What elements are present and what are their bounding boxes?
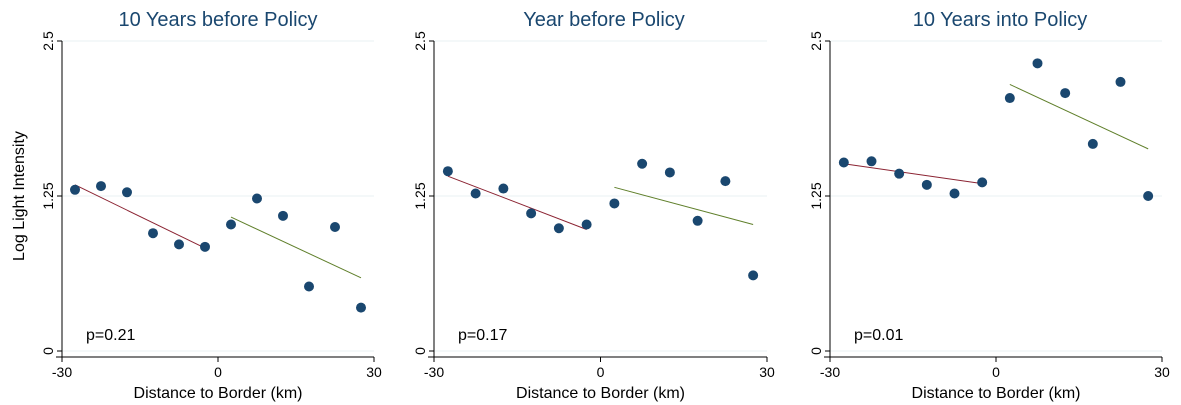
x-tick-label: 30: [1154, 364, 1170, 380]
data-point: [977, 177, 988, 188]
data-point: [442, 166, 453, 177]
data-point: [498, 183, 509, 194]
x-tick-label: 0: [597, 364, 605, 380]
data-point: [96, 181, 106, 192]
fit-line-left: [74, 184, 206, 249]
chart-title: 10 Years into Policy: [913, 9, 1088, 31]
x-tick-label: -30: [52, 364, 72, 380]
y-tick-label: 2.5: [808, 31, 824, 51]
data-point: [1032, 58, 1043, 69]
x-tick-label: 0: [992, 364, 1000, 380]
data-point: [226, 219, 236, 230]
data-point: [720, 176, 731, 187]
x-axis-label: Distance to Border (km): [912, 385, 1081, 402]
chart-panel-2: 0 1.25 2.5 -30 0 30 Year before Policy Distance…: [412, 9, 775, 402]
y-tick-label: 0: [40, 347, 56, 355]
chart-panel-3: 0 1.25 2.5 -30 0 30 10 Years into Policy Distan…: [808, 9, 1170, 402]
data-point: [692, 215, 703, 226]
data-point: [748, 270, 759, 281]
data-point: [526, 208, 537, 219]
x-tick-label: 0: [214, 364, 222, 380]
data-point: [470, 188, 481, 199]
chart-panel-1: 0 1.25 2.5 -30 0 30 10 Years before Policy Dist…: [11, 9, 382, 402]
y-tick-label: 2.5: [412, 31, 428, 51]
data-point: [1115, 76, 1126, 87]
data-point: [921, 179, 932, 190]
data-point: [1004, 93, 1015, 104]
data-point: [581, 219, 592, 230]
data-point: [1087, 138, 1098, 149]
x-tick-label: -30: [424, 364, 444, 380]
fit-line-right: [1009, 83, 1149, 150]
chart-title: 10 Years before Policy: [118, 9, 317, 31]
data-point: [252, 193, 262, 204]
y-axis-label: Log Light Intensity: [11, 131, 28, 261]
data-point: [70, 184, 80, 195]
fit-line-left: [843, 163, 983, 185]
data-point: [356, 302, 366, 313]
data-point: [838, 157, 849, 168]
data-point: [553, 223, 564, 234]
data-point: [304, 281, 314, 292]
fit-line-right: [230, 216, 362, 279]
x-tick-label: 30: [366, 364, 382, 380]
data-point: [200, 241, 210, 252]
data-point: [1060, 88, 1071, 99]
chart-title: Year before Policy: [523, 9, 685, 31]
p-value-annotation: p=0.17: [458, 327, 507, 344]
data-point: [949, 188, 960, 199]
data-point: [174, 239, 184, 250]
y-tick-label: 0: [808, 347, 824, 355]
data-point: [609, 198, 620, 209]
data-point: [148, 228, 158, 239]
x-axis-label: Distance to Border (km): [134, 385, 303, 402]
x-tick-label: -30: [820, 364, 840, 380]
y-tick-label: 1.25: [808, 182, 824, 209]
data-point: [866, 156, 877, 167]
data-point: [122, 187, 132, 198]
data-point: [1143, 191, 1154, 201]
data-point: [330, 222, 340, 232]
x-axis-label: Distance to Border (km): [516, 385, 685, 402]
y-tick-label: 0: [412, 347, 428, 355]
fit-line-right: [614, 186, 754, 226]
y-tick-label: 2.5: [40, 31, 56, 51]
fit-line-left: [447, 175, 587, 230]
p-value-annotation: p=0.21: [86, 327, 135, 344]
data-point: [894, 168, 905, 179]
x-tick-label: 30: [759, 364, 775, 380]
y-tick-label: 1.25: [40, 182, 56, 209]
data-point: [664, 167, 675, 178]
y-tick-label: 1.25: [412, 182, 428, 209]
data-point: [637, 158, 648, 169]
p-value-annotation: p=0.01: [854, 327, 903, 344]
data-point: [278, 210, 288, 221]
